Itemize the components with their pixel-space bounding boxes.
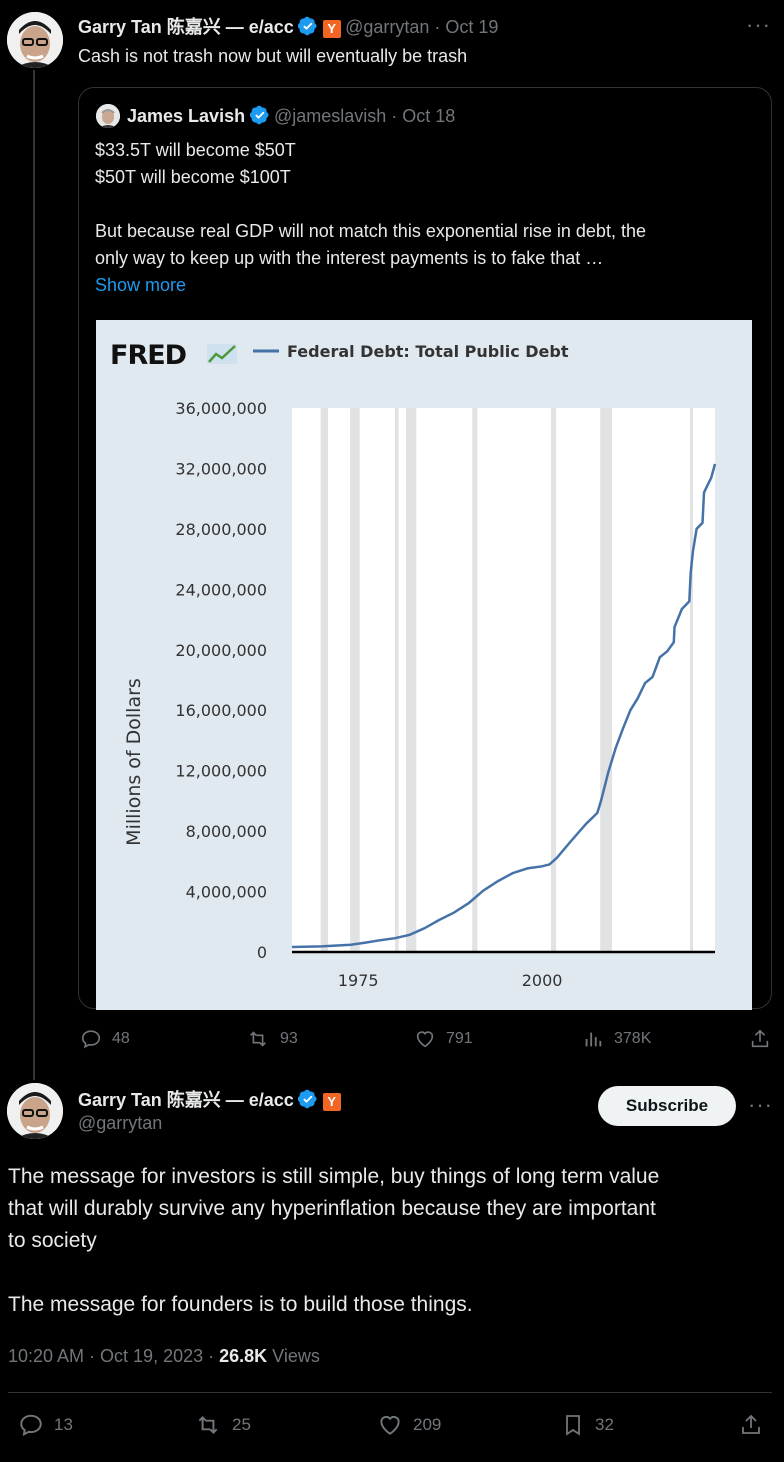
debt-series-line [291, 463, 717, 949]
repost-icon [198, 1416, 218, 1434]
recession-band [406, 408, 417, 952]
tweet-header: Garry Tan 陈嘉兴 — e/acc Y @garrytan · Oct … [78, 13, 498, 39]
y-tick-label: 4,000,000 [186, 883, 267, 902]
timestamp[interactable]: 10:20 AM · Oct 19, 2023 · [8, 1346, 220, 1366]
ycombinator-badge-icon: Y [322, 1093, 341, 1111]
avatar[interactable] [7, 1083, 63, 1139]
avatar[interactable] [7, 12, 63, 68]
repost-button[interactable]: 25 [194, 1412, 251, 1438]
reply-button[interactable]: 48 [80, 1028, 130, 1050]
quoted-line-2: $50T will become $100T [95, 167, 291, 187]
views-count: 26.8K [219, 1346, 268, 1366]
share-icon [742, 1414, 760, 1434]
y-tick-label: 8,000,000 [186, 822, 267, 841]
show-more-link[interactable]: Show more [95, 275, 187, 295]
views-button[interactable]: 378K [582, 1028, 651, 1050]
views-count: 378K [614, 1030, 652, 1047]
repost-button[interactable]: 93 [246, 1028, 298, 1050]
x-tick-label: 2000 [522, 971, 563, 990]
recession-band [472, 408, 478, 952]
tweet-body: The message for investors is still simpl… [8, 1161, 659, 1321]
recession-band [320, 408, 329, 952]
tweet-meta: 10:20 AM · Oct 19, 2023 · 26.8K Views [8, 1346, 320, 1367]
fred-logo-icon [207, 344, 237, 364]
heart-icon [380, 1415, 400, 1435]
y-tick-label: 36,000,000 [175, 399, 267, 418]
body-line: to society [8, 1229, 97, 1252]
bookmark-button[interactable]: 32 [561, 1412, 614, 1438]
views-label: Views [267, 1346, 320, 1366]
verified-badge-icon [249, 105, 269, 125]
fred-chart[interactable]: FRED Federal Debt: Total Public Debt Mil… [96, 320, 752, 1010]
heart-icon [416, 1031, 434, 1048]
handle-date[interactable]: @garrytan · Oct 19 [345, 17, 499, 37]
recession-band [600, 408, 613, 952]
like-count: 791 [446, 1030, 473, 1047]
reply-button[interactable]: 13 [18, 1412, 73, 1438]
share-icon [751, 1029, 769, 1048]
verified-badge-icon [298, 1089, 317, 1109]
reply-icon [81, 1030, 101, 1049]
bookmark-icon [566, 1415, 580, 1436]
fred-logo: FRED [110, 340, 186, 371]
body-line: The message for investors is still simpl… [8, 1165, 660, 1188]
quoted-line-1: $33.5T will become $50T [95, 140, 296, 160]
like-count: 209 [413, 1415, 442, 1434]
analytics-icon [585, 1032, 602, 1047]
share-button[interactable] [739, 1412, 763, 1438]
chart-svg: FRED Federal Debt: Total Public Debt Mil… [110, 340, 717, 990]
recession-band [550, 408, 557, 952]
repost-icon [250, 1031, 266, 1047]
thread-connector-line [33, 70, 35, 1080]
recession-band [689, 408, 693, 952]
recession-band [350, 408, 360, 952]
like-button[interactable]: 209 [377, 1412, 441, 1438]
author-name[interactable]: Garry Tan 陈嘉兴 — e/acc [78, 17, 294, 37]
subscribe-button[interactable]: Subscribe [598, 1086, 736, 1126]
y-tick-label: 0 [257, 943, 267, 962]
reply-count: 48 [112, 1030, 130, 1047]
tweet-header: Garry Tan 陈嘉兴 — e/acc Y [78, 1086, 341, 1112]
legend-label: Federal Debt: Total Public Debt [287, 342, 569, 361]
repost-count: 25 [232, 1415, 251, 1434]
more-options-icon[interactable]: ··· [748, 1092, 773, 1117]
author-name[interactable]: Garry Tan 陈嘉兴 — e/acc [78, 1090, 294, 1110]
like-button[interactable]: 791 [414, 1028, 473, 1050]
verified-badge-icon [298, 16, 317, 36]
divider [8, 1392, 772, 1393]
quoted-author-name: James Lavish [127, 106, 246, 126]
x-tick-label: 1975 [338, 971, 379, 990]
reply-icon [20, 1414, 42, 1436]
body-line: that will durably survive any hyperinfla… [8, 1197, 656, 1220]
quoted-line-4: only way to keep up with the interest pa… [95, 248, 604, 268]
quoted-handle-date: @jameslavish · Oct 18 [273, 106, 456, 126]
y-tick-label: 28,000,000 [175, 520, 267, 539]
handle[interactable]: @garrytan [78, 1113, 163, 1133]
quoted-header: James Lavish @jameslavish · Oct 18 [127, 105, 455, 127]
y-tick-label: 32,000,000 [175, 459, 267, 478]
plot-area [292, 408, 715, 953]
tweet-text: Cash is not trash now but will eventuall… [78, 46, 468, 66]
body-line: The message for founders is to build tho… [8, 1293, 473, 1316]
y-tick-label: 16,000,000 [175, 701, 267, 720]
more-options-icon[interactable]: ··· [746, 12, 771, 37]
ycombinator-badge-icon: Y [322, 20, 341, 38]
share-button[interactable] [749, 1028, 771, 1050]
repost-count: 93 [280, 1030, 298, 1047]
bookmark-count: 32 [595, 1415, 614, 1434]
quoted-line-3: But because real GDP will not match this… [95, 221, 646, 241]
y-tick-label: 20,000,000 [175, 641, 267, 660]
y-tick-label: 24,000,000 [175, 580, 267, 599]
reply-count: 13 [54, 1415, 73, 1434]
y-tick-label: 12,000,000 [175, 762, 267, 781]
recession-band [394, 408, 399, 952]
y-axis-label: Millions of Dollars [123, 678, 145, 846]
quoted-avatar [96, 104, 120, 128]
